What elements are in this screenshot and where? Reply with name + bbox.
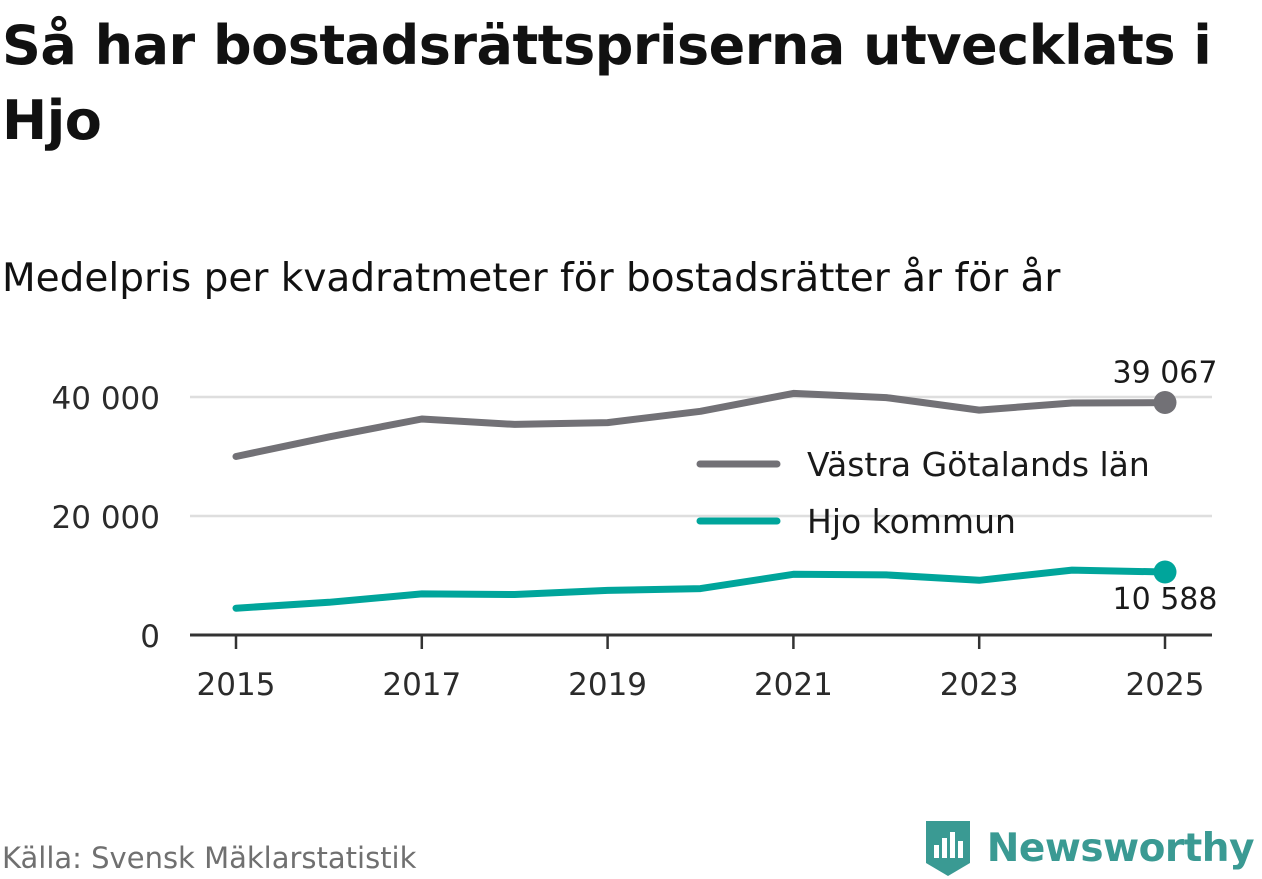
x-tick-label: 2025 <box>1126 667 1205 703</box>
x-tick-label: 2015 <box>197 667 276 703</box>
series-group: 39 067 10 588 <box>232 356 1218 617</box>
chart-title: Så har bostadsrättspriserna utvecklats i… <box>2 14 1212 152</box>
legend-label: Västra Götalands län <box>807 445 1150 484</box>
series-line <box>232 389 1169 460</box>
x-tick-label: 2021 <box>754 667 833 703</box>
series-end-point <box>1153 560 1177 584</box>
chart-subtitle: Medelpris per kvadratmeter för bostadsrä… <box>2 256 1061 301</box>
series-end-point <box>1153 391 1177 415</box>
series-end-label: 39 067 <box>1113 356 1218 391</box>
series-end-label: 10 588 <box>1113 582 1218 617</box>
gridlines <box>190 395 1212 518</box>
y-axis-labels: 0 20 000 40 000 <box>52 381 160 655</box>
y-tick-label: 40 000 <box>52 381 160 417</box>
x-axis-ticks <box>234 635 1167 649</box>
newsworthy-logo-icon <box>925 821 970 876</box>
brand-name: Newsworthy <box>986 825 1255 871</box>
brand-logo: Newsworthy <box>923 818 1255 878</box>
y-tick-label: 20 000 <box>52 500 160 536</box>
x-tick-label: 2019 <box>568 667 647 703</box>
x-tick-label: 2017 <box>382 667 461 703</box>
y-tick-label: 0 <box>140 619 160 655</box>
x-tick-label: 2023 <box>940 667 1019 703</box>
source-note: Källa: Svensk Mäklarstatistik <box>2 841 417 875</box>
legend: Västra Götalands län Hjo kommun <box>696 445 1150 541</box>
legend-label: Hjo kommun <box>807 502 1016 541</box>
x-axis-labels: 2015 2017 2019 2021 2023 2025 <box>197 667 1205 703</box>
series-line <box>232 566 1169 612</box>
